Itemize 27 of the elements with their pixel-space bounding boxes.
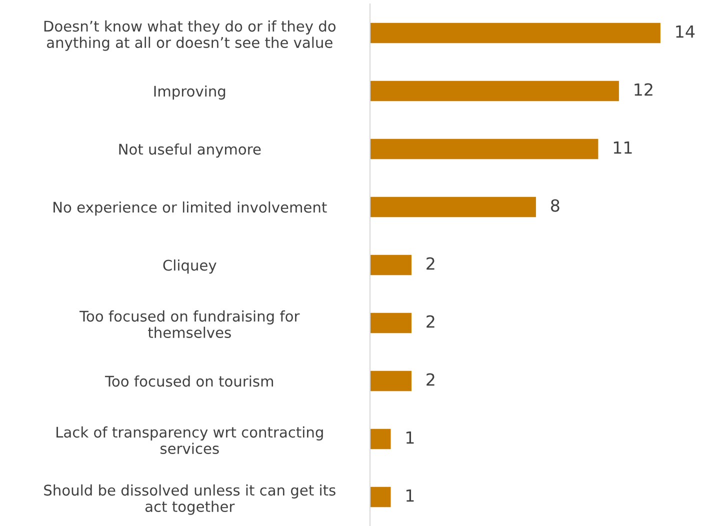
bar (370, 486, 391, 508)
bar (370, 428, 391, 450)
data-label: 8 (550, 199, 560, 212)
y-tick-label: Too focused on fundraising for themselves (80, 310, 300, 338)
y-tick-label: Lack of transparency wrt contracting services (56, 426, 323, 454)
y-tick-label: Cliquey (163, 259, 216, 274)
bar (370, 196, 536, 218)
y-tick-label: Doesn’t know what they do or if they do anything at all or doesn’t see the value (44, 20, 336, 51)
data-label: 2 (426, 315, 434, 328)
data-label: 2 (426, 257, 434, 270)
data-label: 1 (406, 431, 414, 444)
bar (370, 80, 619, 102)
y-tick-label: Too focused on tourism (104, 375, 274, 387)
data-label: 11 (614, 141, 632, 154)
data-label: 12 (634, 83, 652, 96)
y-tick-label: No experience or limited involvement (54, 201, 327, 216)
y-tick-label: Improving (154, 85, 226, 100)
bar (370, 370, 412, 392)
bar (370, 254, 412, 276)
bar (370, 22, 660, 44)
y-tick-label: Not useful anymore (119, 143, 261, 158)
bar (370, 138, 598, 160)
y-tick-label: Should be dissolved unless it can get its act together (44, 484, 336, 515)
data-label: 2 (426, 373, 434, 386)
data-label: 14 (676, 25, 695, 38)
data-label: 1 (406, 489, 414, 502)
bar (370, 312, 412, 334)
